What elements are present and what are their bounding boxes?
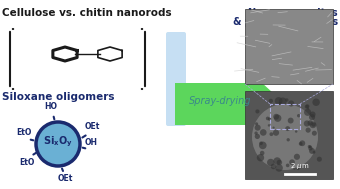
Text: OH: OH <box>85 138 98 147</box>
Circle shape <box>312 151 316 154</box>
Circle shape <box>312 98 320 106</box>
Text: OEt: OEt <box>57 174 73 183</box>
Circle shape <box>307 108 309 110</box>
Circle shape <box>259 142 267 149</box>
Circle shape <box>273 114 279 120</box>
Circle shape <box>255 122 258 125</box>
Text: Siloxane oligomers: Siloxane oligomers <box>2 92 115 102</box>
Circle shape <box>36 122 80 166</box>
Circle shape <box>259 141 263 145</box>
Circle shape <box>304 120 310 127</box>
Circle shape <box>296 167 300 170</box>
Circle shape <box>260 129 267 136</box>
Circle shape <box>306 104 309 108</box>
Circle shape <box>299 142 303 146</box>
Circle shape <box>254 132 258 135</box>
Bar <box>270 104 300 129</box>
Circle shape <box>288 118 294 124</box>
Circle shape <box>255 134 260 139</box>
Circle shape <box>309 145 312 148</box>
Text: Nanocomposites: Nanocomposites <box>248 8 338 18</box>
Circle shape <box>266 117 270 120</box>
Circle shape <box>294 154 300 160</box>
Circle shape <box>310 112 316 117</box>
Circle shape <box>287 138 290 141</box>
Circle shape <box>312 131 317 136</box>
Circle shape <box>267 159 274 166</box>
Circle shape <box>285 126 290 131</box>
Circle shape <box>300 140 305 146</box>
Circle shape <box>275 164 283 172</box>
Circle shape <box>255 125 261 131</box>
Text: EtO: EtO <box>19 158 35 167</box>
FancyArrow shape <box>175 77 285 132</box>
Circle shape <box>273 157 281 165</box>
Circle shape <box>309 114 315 120</box>
Circle shape <box>293 167 296 170</box>
Text: 2 $\mu$m: 2 $\mu$m <box>290 161 310 171</box>
Circle shape <box>268 117 271 121</box>
Text: $\mathregular{Si_xO_y}$: $\mathregular{Si_xO_y}$ <box>43 135 73 149</box>
Circle shape <box>308 145 311 148</box>
Text: HO: HO <box>45 102 57 111</box>
Text: EtO: EtO <box>16 128 32 137</box>
FancyBboxPatch shape <box>166 32 186 126</box>
Circle shape <box>308 146 312 151</box>
Circle shape <box>273 130 279 136</box>
Circle shape <box>268 124 270 127</box>
Circle shape <box>252 104 318 170</box>
Text: & porous materials: & porous materials <box>233 17 338 27</box>
Circle shape <box>260 151 265 155</box>
Circle shape <box>297 114 301 117</box>
Text: Cellulose vs. chitin nanorods: Cellulose vs. chitin nanorods <box>2 8 172 18</box>
Circle shape <box>271 164 276 169</box>
Circle shape <box>285 98 289 102</box>
Circle shape <box>255 109 259 114</box>
Circle shape <box>306 128 311 133</box>
Circle shape <box>279 102 282 105</box>
Bar <box>245 91 333 179</box>
Circle shape <box>269 99 273 103</box>
Circle shape <box>288 100 294 107</box>
Circle shape <box>311 123 316 127</box>
Circle shape <box>310 122 316 128</box>
Circle shape <box>307 120 313 126</box>
Circle shape <box>286 163 290 167</box>
Circle shape <box>273 127 275 129</box>
Text: OEt: OEt <box>84 122 100 131</box>
Circle shape <box>270 132 273 136</box>
Circle shape <box>277 160 282 165</box>
Circle shape <box>289 159 295 165</box>
Circle shape <box>279 98 287 105</box>
Circle shape <box>304 109 311 116</box>
Circle shape <box>309 148 315 154</box>
Circle shape <box>257 154 264 161</box>
Circle shape <box>275 97 283 105</box>
Circle shape <box>317 157 322 162</box>
Circle shape <box>305 105 309 109</box>
Bar <box>245 9 333 84</box>
Circle shape <box>295 130 298 133</box>
Circle shape <box>274 115 282 122</box>
Text: Spray-drying: Spray-drying <box>189 96 251 106</box>
